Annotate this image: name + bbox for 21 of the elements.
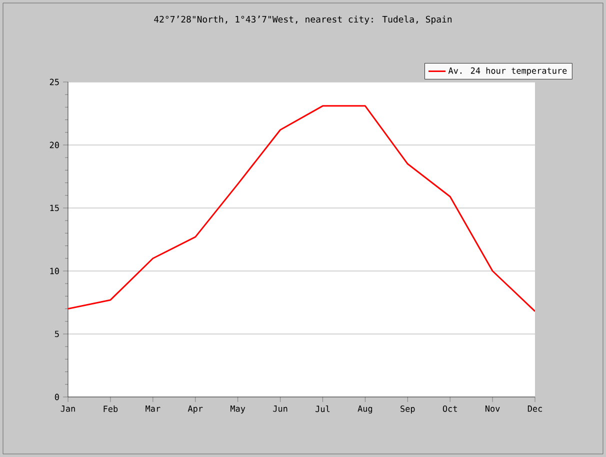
y-tick-label: 25 — [50, 78, 59, 86]
x-tick-label: Oct — [442, 406, 457, 412]
legend-label: Av. 24 hour temperature — [448, 67, 567, 76]
y-tick-label: 10 — [50, 268, 59, 274]
chart-title: 42°7’28"North, 1°43’7"West, nearest city: Tudela, Spain — [154, 16, 452, 24]
x-tick-label: Aug — [358, 406, 372, 414]
x-tick-label: Jun — [273, 406, 288, 412]
x-tick-label: Jan — [60, 406, 75, 412]
y-tick-label: 5 — [54, 330, 59, 338]
x-tick-label: Apr — [188, 406, 203, 414]
y-tick-label: 15 — [50, 204, 59, 212]
x-tick-label: Mar — [146, 406, 160, 412]
x-tick-label: Jul — [316, 406, 330, 412]
x-tick-label: Feb — [104, 406, 118, 412]
y-tick-label: 20 — [50, 142, 59, 148]
x-tick-label: May — [230, 406, 246, 414]
y-tick-label: 0 — [54, 394, 59, 400]
x-tick-label: Dec — [528, 406, 542, 412]
x-tick-label: Nov — [485, 406, 500, 412]
x-tick-label: Sep — [400, 406, 415, 414]
line-series — [68, 105, 536, 312]
